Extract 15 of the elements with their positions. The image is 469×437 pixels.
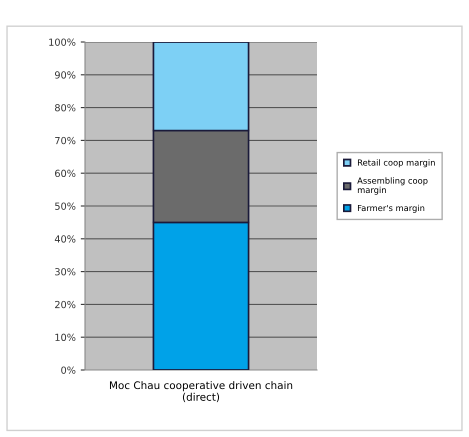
x-tick-label: Moc Chau cooperative driven chain (direct) — [110, 381, 292, 402]
y-tick-label: 90% — [54, 71, 76, 79]
y-tick-label: 10% — [55, 334, 76, 342]
y-tick-label: 100% — [49, 38, 76, 46]
legend-label: Assembling coop margin — [357, 177, 428, 195]
y-tick-label: 80% — [55, 104, 76, 112]
y-tick-label: 20% — [55, 300, 76, 308]
y-tick-label: 40% — [54, 235, 76, 243]
y-tick-label: 60% — [55, 170, 76, 178]
y-tick-label: 50% — [55, 202, 76, 210]
y-tick-label: 0% — [61, 366, 76, 374]
y-tick-label: 70% — [55, 136, 76, 144]
legend-label: Retail coop margin — [358, 159, 435, 168]
legend-label: Farmer's margin — [358, 204, 424, 213]
y-tick-label: 30% — [55, 268, 76, 276]
